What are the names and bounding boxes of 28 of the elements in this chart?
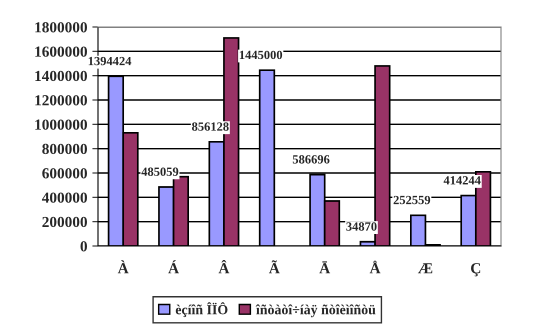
x-tick-label: Å [370,260,380,274]
data-label: 485059 [141,167,178,176]
x-tick-label: Æ [418,263,432,274]
legend-label: îñòàòî÷íàÿ ñòîèìîñòü [256,304,376,318]
legend-label: èçíîñ ÎÏÔ [176,302,228,318]
x-tick-label: Â [218,260,230,274]
y-tick-label: 1400000 [35,70,87,82]
x-tick-label: Ç [471,263,480,276]
y-tick-label: 0 [80,241,87,252]
y-tick-label: 800000 [42,144,87,154]
data-label: 1445000 [240,50,282,60]
data-label: 1394424 [88,56,132,66]
data-label: 414244 [444,176,481,184]
x-tick-label: À [118,260,129,274]
data-label: 252559 [394,196,430,204]
data-label: 34870 [346,222,377,231]
y-tick-label: 1200000 [35,95,87,106]
y-tick-label: 400000 [42,192,87,203]
data-label: 856128 [192,122,229,131]
x-tick-label: Ā [319,261,330,274]
y-tick-label: 600000 [42,168,87,178]
y-tick-label: 1800000 [35,22,87,32]
x-tick-label: Ã [268,260,280,274]
y-tick-label: 1000000 [35,119,87,130]
y-tick-label: 200000 [42,216,87,228]
data-label: 586696 [292,155,330,164]
y-tick-label: 1600000 [35,46,87,57]
x-tick-label: Á [168,260,179,274]
